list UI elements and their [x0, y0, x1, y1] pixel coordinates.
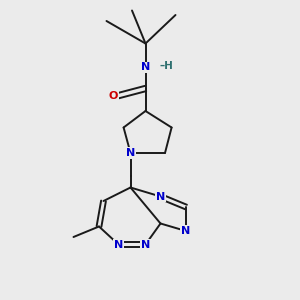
Text: –H: –H [160, 61, 174, 71]
Text: N: N [182, 226, 190, 236]
Text: O: O [109, 91, 118, 101]
Text: N: N [141, 239, 150, 250]
Text: N: N [156, 191, 165, 202]
Text: N: N [141, 62, 150, 73]
Text: N: N [126, 148, 135, 158]
Text: N: N [114, 239, 123, 250]
